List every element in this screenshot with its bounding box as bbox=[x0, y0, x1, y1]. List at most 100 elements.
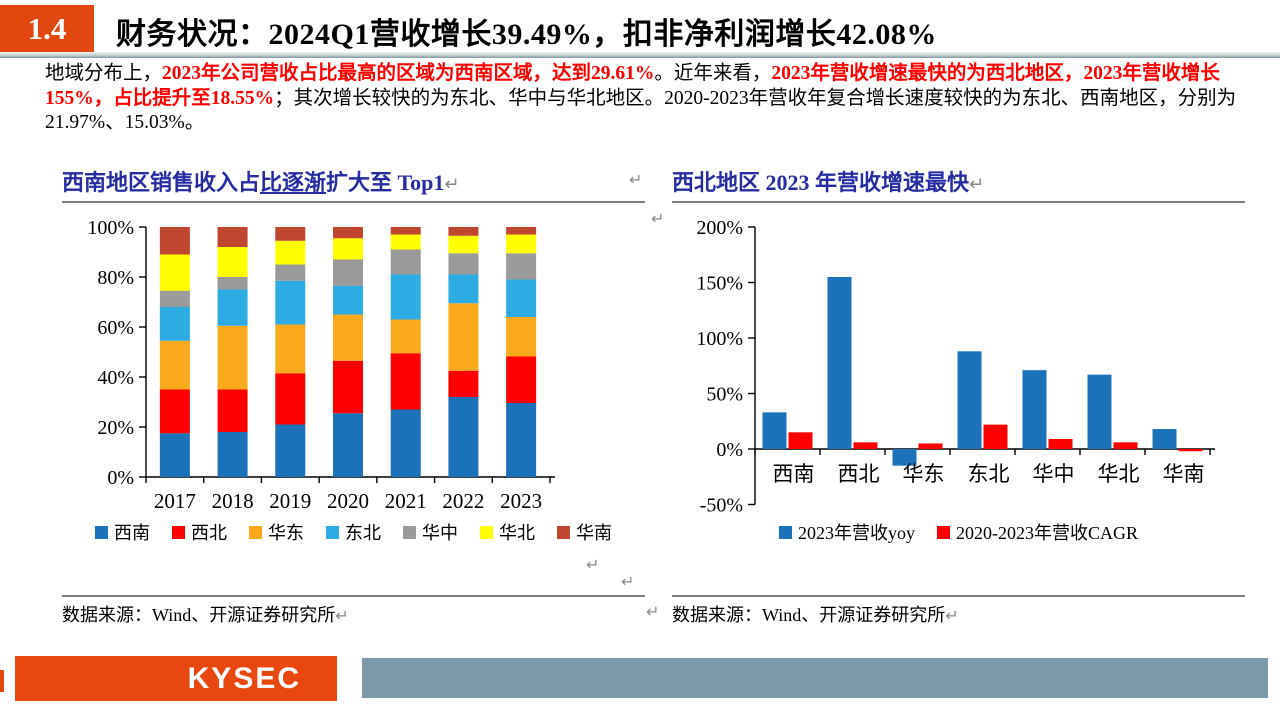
right-data-source-text: 数据来源：Wind、开源证券研究所 bbox=[672, 605, 946, 625]
stacked-bar-segment-东北 bbox=[159, 307, 190, 341]
legend-label: 东北 bbox=[345, 523, 381, 543]
legend-swatch-icon bbox=[249, 525, 262, 539]
legend-item: 西南 bbox=[95, 519, 150, 545]
stacked-bar-segment-华东 bbox=[448, 303, 479, 371]
grouped-bar-2023年营收yoy bbox=[957, 351, 982, 449]
legend-swatch-icon bbox=[557, 525, 570, 539]
legend-label: 2023年营收yoy bbox=[797, 523, 915, 543]
paragraph-mark: ↵ bbox=[335, 606, 349, 625]
legend-label: 华北 bbox=[499, 523, 535, 543]
axis-tick-label: -50% bbox=[700, 495, 743, 517]
axis-tick-label: 2021 bbox=[385, 489, 427, 513]
legend-label: 西南 bbox=[114, 523, 150, 543]
stacked-bar-segment-华北 bbox=[390, 234, 421, 250]
stacked-bar-segment-华北 bbox=[275, 240, 306, 265]
grouped-bar-2020-2023年营收CAGR bbox=[853, 442, 878, 449]
grouped-bar-2023年营收yoy bbox=[1022, 370, 1047, 449]
stacked-bar-segment-东北 bbox=[275, 280, 306, 325]
right-data-source: 数据来源：Wind、开源证券研究所↵ bbox=[672, 601, 959, 627]
axis-tick-label: 2020 bbox=[327, 489, 369, 513]
legend-item: 2020-2023年营收CAGR bbox=[936, 519, 1138, 545]
stacked-bar-segment-西北 bbox=[275, 373, 306, 425]
axis-tick-label: 60% bbox=[97, 317, 134, 339]
axis-tick-label: 华南 bbox=[1163, 462, 1205, 486]
left-chart-panel: 西南地区销售收入占比逐渐扩大至 Top1↵ 0% 20% 40% 60% 80% 100%… bbox=[62, 165, 645, 545]
grouped-bar-2020-2023年营收CAGR bbox=[1048, 439, 1073, 449]
legend-swatch-icon bbox=[326, 525, 339, 539]
legend-swatch-icon bbox=[778, 525, 792, 539]
page-title: 财务状况：2024Q1营收增长39.49%，扣非净利润增长42.08% bbox=[116, 18, 937, 51]
left-data-source-text: 数据来源：Wind、开源证券研究所 bbox=[62, 605, 336, 625]
axis-tick-label: 华东 bbox=[903, 462, 945, 486]
left-data-source: 数据来源：Wind、开源证券研究所↵ bbox=[62, 601, 349, 627]
right-chart-panel: 西北地区 2023 年营收增速最快↵ 200% 150% 100% 50% 0% -50%… bbox=[672, 165, 1245, 545]
stacked-bar-segment-西南 bbox=[506, 403, 537, 477]
left-title-rule bbox=[62, 201, 645, 203]
axis-tick-label: 2017 bbox=[154, 489, 196, 513]
stacked-bar-segment-华东 bbox=[275, 324, 306, 374]
stacked-bar-segment-华中 bbox=[506, 253, 537, 280]
legend-swatch-icon bbox=[172, 525, 185, 539]
left-chart-title-underlined: 比逐渐 bbox=[260, 170, 327, 195]
axis-tick-label: 2019 bbox=[269, 489, 311, 513]
legend-label: 西北 bbox=[191, 523, 227, 543]
legend-swatch-icon bbox=[403, 525, 416, 539]
stacked-bar-segment-西北 bbox=[217, 389, 248, 432]
stacked-bar-segment-西南 bbox=[333, 413, 363, 477]
stacked-bar-segment-华东 bbox=[390, 319, 421, 354]
footer-accent-bar bbox=[362, 658, 1268, 698]
stacked-bar-segment-西北 bbox=[159, 389, 190, 434]
right-chart-title: 西北地区 2023 年营收增速最快↵ bbox=[672, 165, 1245, 197]
header-divider bbox=[0, 52, 1280, 58]
axis-tick-label: 20% bbox=[97, 417, 134, 439]
stacked-bar-segment-西北 bbox=[333, 360, 363, 414]
paragraph-mark: ↵ bbox=[444, 174, 460, 195]
grouped-bar-2023年营收yoy bbox=[1152, 429, 1177, 449]
regional-revenue-share-chart: 0% 20% 40% 60% 80% 100% 2017 2018 2019 2020 2021 20… bbox=[87, 217, 555, 513]
axis-tick-label: 40% bbox=[97, 367, 134, 389]
right-chart-title-text: 西北地区 2023 年营收增速最快 bbox=[672, 170, 970, 195]
stacked-bar-segment-西北 bbox=[448, 370, 479, 397]
axis-tick-label: 100% bbox=[696, 328, 743, 350]
stacked-bar-segment-东北 bbox=[333, 285, 363, 315]
legend-item: 华北 bbox=[480, 519, 535, 545]
legend-item: 华东 bbox=[249, 519, 304, 545]
axis-tick-label: 100% bbox=[87, 217, 134, 239]
stacked-bar-segment-西北 bbox=[506, 356, 537, 403]
logo-edge-sliver bbox=[0, 670, 4, 692]
stacked-bar-segment-华北 bbox=[448, 235, 479, 254]
grouped-bar-2020-2023年营收CAGR bbox=[1178, 449, 1203, 452]
axis-tick-label: 2023 bbox=[500, 489, 542, 513]
stacked-bar-segment-东北 bbox=[217, 289, 248, 326]
left-chart-title: 西南地区销售收入占比逐渐扩大至 Top1↵ bbox=[62, 165, 645, 197]
kysec-logo: KYSEC bbox=[15, 656, 337, 701]
stacked-bar-segment-华中 bbox=[159, 290, 190, 307]
grouped-bar-2023年营收yoy bbox=[762, 412, 787, 449]
paragraph-mark: ↵ bbox=[969, 174, 985, 195]
paragraph-mark: ↵ bbox=[629, 170, 643, 189]
legend-label: 华东 bbox=[268, 523, 304, 543]
legend-swatch-icon bbox=[936, 525, 950, 539]
axis-tick-label: 2022 bbox=[442, 489, 484, 513]
stacked-bar-segment-华东 bbox=[217, 325, 248, 390]
paragraph-mark: ↵ bbox=[621, 572, 635, 591]
stacked-bar-segment-华中 bbox=[390, 249, 421, 275]
stacked-bar-segment-华中 bbox=[275, 264, 306, 281]
axis-tick-label: 0% bbox=[107, 467, 134, 489]
grouped-bar-2023年营收yoy bbox=[1087, 374, 1112, 449]
stacked-bar-segment-西北 bbox=[390, 353, 421, 410]
stacked-bar-segment-华东 bbox=[506, 317, 537, 357]
legend-item: 西北 bbox=[172, 519, 227, 545]
grouped-bar-2023年营收yoy bbox=[892, 449, 917, 466]
grouped-bar-2020-2023年营收CAGR bbox=[983, 424, 1008, 449]
axis-tick-label: 50% bbox=[706, 384, 743, 406]
stacked-bar-segment-西南 bbox=[159, 433, 190, 477]
paragraph-mark: ↵ bbox=[646, 602, 660, 621]
legend-item: 2023年营收yoy bbox=[778, 519, 915, 545]
axis-tick-label: 西南 bbox=[773, 462, 815, 486]
summary-text-segment: 地域分布上， bbox=[45, 63, 163, 84]
grouped-bar-2020-2023年营收CAGR bbox=[1113, 442, 1138, 449]
right-title-rule bbox=[672, 201, 1245, 203]
legend-item: 华中 bbox=[403, 519, 458, 545]
